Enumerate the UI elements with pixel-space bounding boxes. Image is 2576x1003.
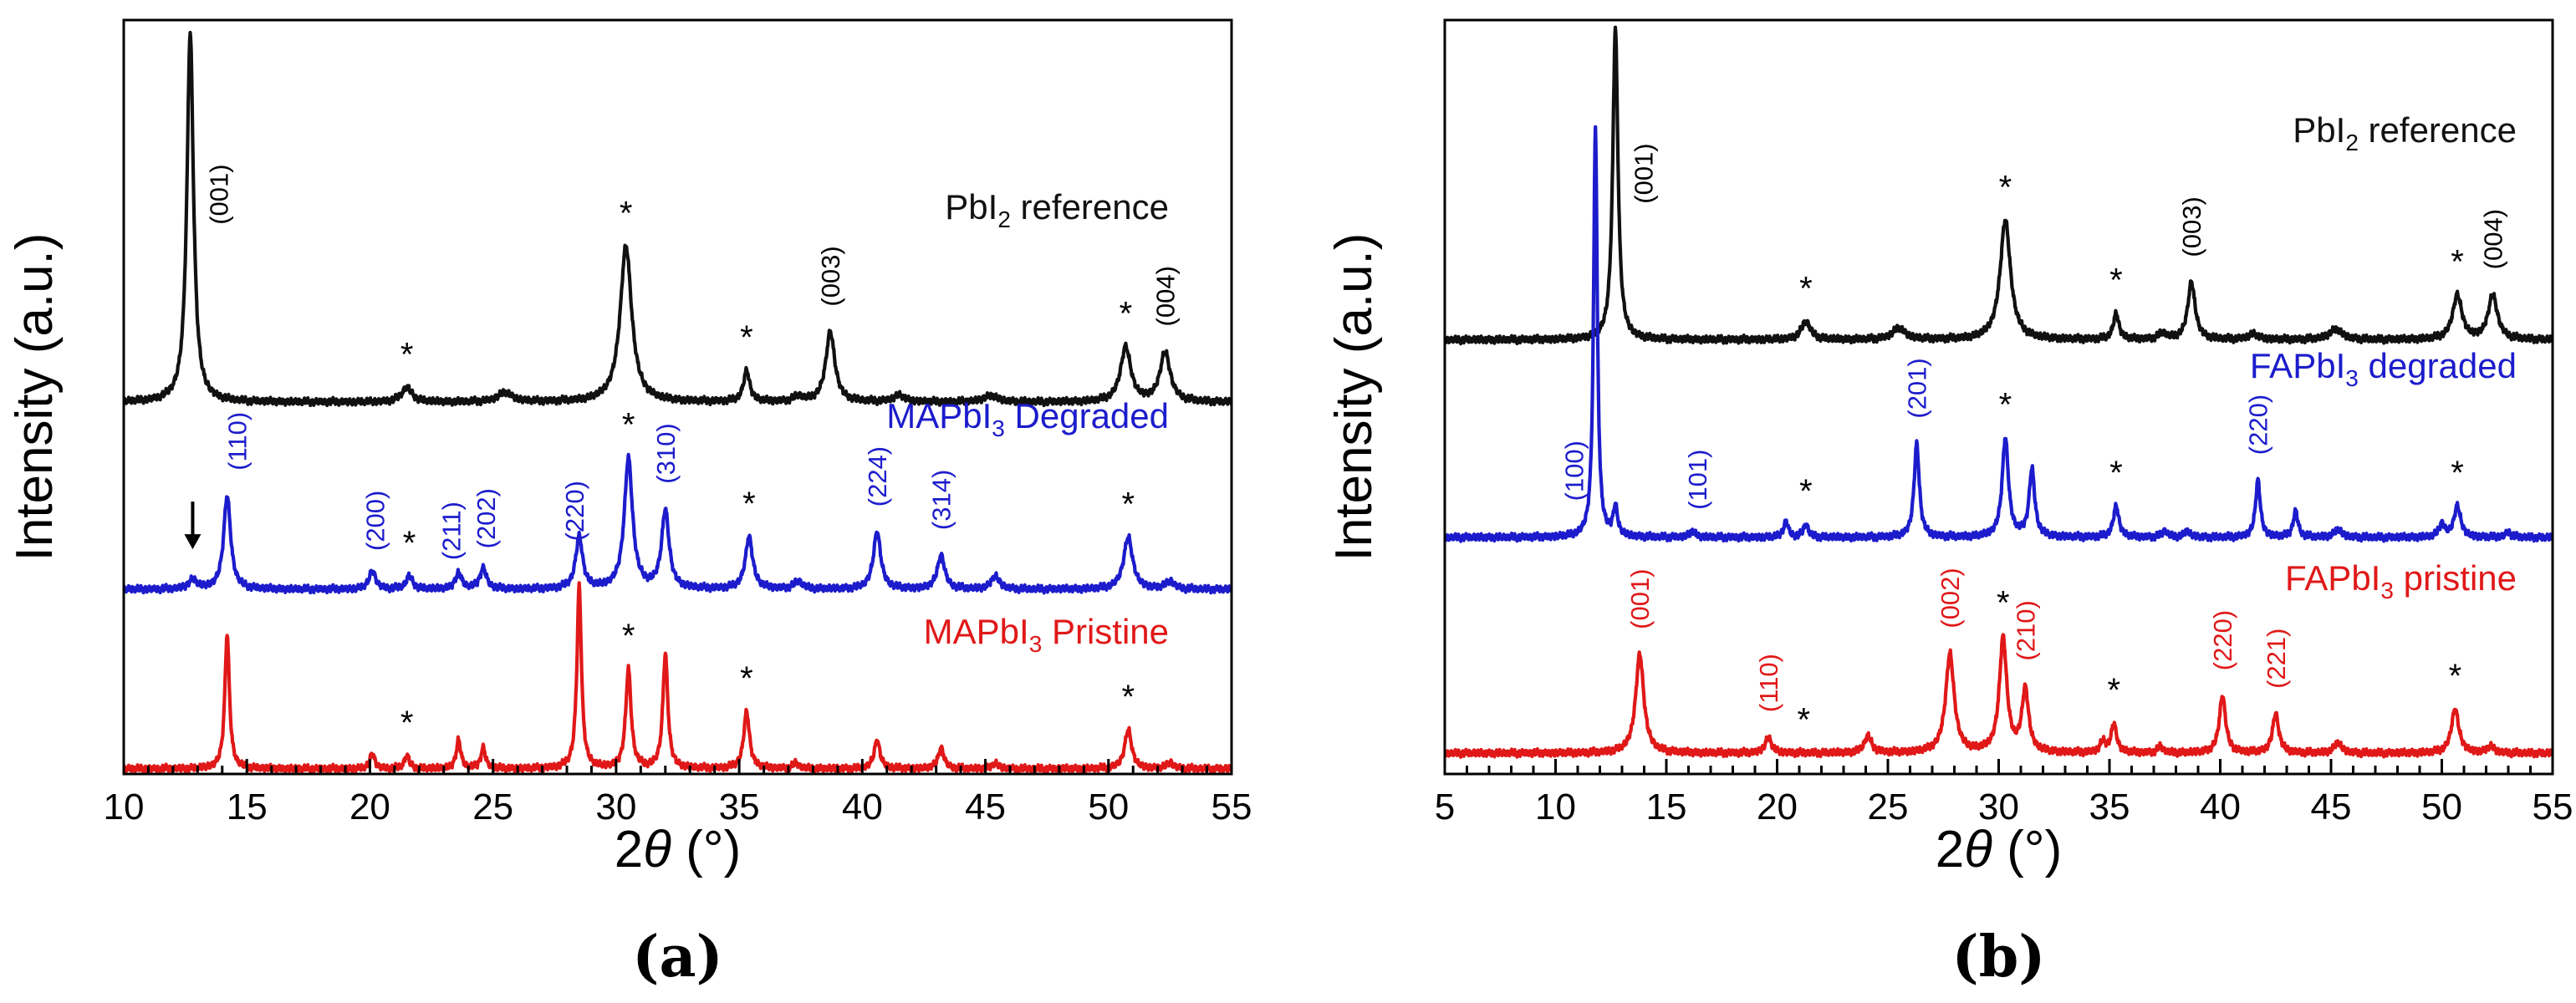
x-tick-label: 25	[1868, 787, 1909, 827]
panel-label: (a)	[632, 924, 722, 990]
series-label: MAPbI3 Pristine	[924, 612, 1169, 657]
x-tick-label: 5	[1435, 787, 1455, 827]
impurity-star: *	[1798, 701, 1811, 738]
x-tick-label: 15	[1646, 787, 1687, 827]
miller-index-label: (001)	[204, 164, 233, 224]
impurity-star: *	[1999, 386, 2012, 423]
impurity-star: *	[2451, 243, 2464, 280]
x-tick-label: 40	[842, 787, 883, 827]
y-axis-title: Intensity (a.u.)	[1325, 233, 1383, 562]
impurity-star: *	[1122, 679, 1135, 715]
xrd-figure: 10 15 20 25 30 35 40 45 50 552θ (°)Intensity (a.u…	[0, 0, 2576, 1003]
x-tick-label: 10	[104, 787, 145, 827]
miller-index-label: (211)	[437, 502, 467, 560]
y-axis-title: Intensity (a.u.)	[6, 233, 64, 562]
impurity-star: *	[1997, 585, 2010, 622]
x-tick-label: 20	[349, 787, 390, 827]
miller-index-label: (210)	[2011, 600, 2040, 660]
series-label: PbI2 reference	[945, 187, 1169, 232]
miller-index-label: (314)	[927, 470, 956, 530]
impurity-star: *	[1122, 486, 1135, 523]
impurity-star: *	[400, 705, 414, 741]
impurity-star: *	[1799, 270, 1813, 307]
impurity-star: *	[620, 195, 633, 232]
miller-index-label: (220)	[560, 481, 589, 541]
x-axis-title: 2θ (°)	[1936, 821, 2062, 878]
x-tick-label: 50	[2421, 787, 2462, 827]
miller-index-label: (101)	[1683, 450, 1712, 510]
miller-index-label: (310)	[651, 423, 681, 483]
miller-index-label: (002)	[1936, 568, 1965, 628]
impurity-star: *	[742, 486, 756, 522]
x-tick-label: 15	[227, 787, 268, 827]
impurity-star: *	[622, 407, 635, 444]
miller-index-label: (220)	[2208, 610, 2237, 670]
down-arrow-icon	[184, 534, 201, 549]
panel-label: (b)	[1952, 924, 2046, 990]
miller-index-label: (201)	[1902, 358, 1931, 418]
miller-index-label: (202)	[472, 488, 501, 548]
impurity-star: *	[2451, 455, 2464, 491]
series-label: FAPbI3 degraded	[2250, 346, 2517, 391]
impurity-star: *	[2109, 455, 2123, 491]
impurity-star: *	[2109, 262, 2123, 299]
miller-index-label: (004)	[1151, 266, 1181, 326]
x-tick-label: 50	[1088, 787, 1129, 827]
miller-index-label: (100)	[1559, 440, 1589, 501]
impurity-star: *	[400, 336, 414, 373]
miller-index-label: (220)	[2244, 395, 2273, 455]
impurity-star: *	[740, 319, 753, 356]
miller-index-label: (001)	[1629, 143, 1658, 203]
miller-index-label: (003)	[816, 246, 845, 306]
impurity-star: *	[1999, 169, 2012, 206]
series-label: FAPbI3 pristine	[2285, 558, 2517, 603]
miller-index-label: (110)	[223, 412, 252, 471]
impurity-star: *	[1120, 295, 1133, 332]
series-label: PbI2 reference	[2293, 110, 2517, 155]
series-line-red	[1445, 634, 2553, 756]
miller-index-label: (110)	[1754, 654, 1783, 712]
impurity-star: *	[403, 525, 416, 562]
miller-index-label: (224)	[863, 446, 892, 507]
miller-index-label: (004)	[2478, 209, 2507, 269]
impurity-star: *	[2449, 658, 2462, 695]
x-tick-label: 20	[1757, 787, 1798, 827]
x-tick-label: 25	[472, 787, 513, 827]
x-tick-label: 10	[1535, 787, 1576, 827]
x-tick-label: 45	[965, 787, 1006, 827]
x-axis-title: 2θ (°)	[615, 821, 741, 878]
impurity-star: *	[622, 618, 635, 654]
miller-index-label: (221)	[2262, 629, 2291, 689]
x-tick-label: 45	[2311, 787, 2352, 827]
miller-index-label: (200)	[360, 491, 390, 551]
impurity-star: *	[2108, 672, 2121, 709]
series-label: MAPbI3 Degraded	[886, 396, 1169, 441]
miller-index-label: (001)	[1625, 568, 1655, 629]
x-tick-label: 35	[2089, 787, 2130, 827]
x-tick-label: 40	[2200, 787, 2241, 827]
impurity-star: *	[740, 660, 753, 697]
x-tick-label: 55	[2533, 787, 2573, 827]
x-tick-label: 55	[1211, 787, 1252, 827]
miller-index-label: (003)	[2177, 196, 2206, 257]
impurity-star: *	[1799, 473, 1813, 510]
